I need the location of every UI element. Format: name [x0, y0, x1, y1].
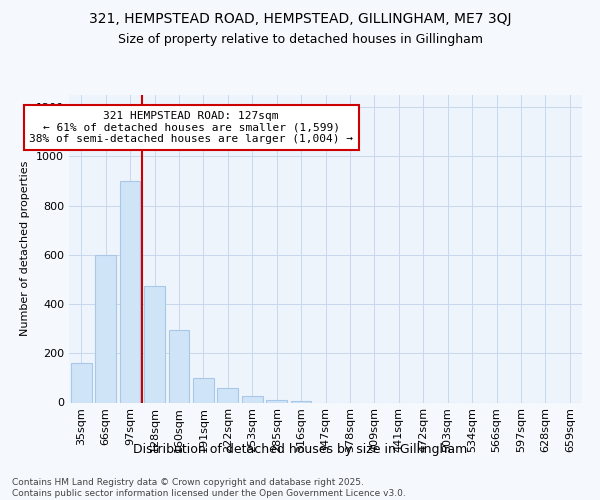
Text: Size of property relative to detached houses in Gillingham: Size of property relative to detached ho…: [118, 32, 482, 46]
Bar: [144, 286, 165, 403]
Bar: [71, 363, 92, 403]
Text: 321, HEMPSTEAD ROAD, HEMPSTEAD, GILLINGHAM, ME7 3QJ: 321, HEMPSTEAD ROAD, HEMPSTEAD, GILLINGH…: [89, 12, 511, 26]
Bar: [266, 400, 287, 402]
Bar: [119, 181, 140, 402]
Bar: [95, 255, 116, 402]
Bar: [193, 378, 214, 402]
Bar: [169, 330, 190, 402]
Text: Distribution of detached houses by size in Gillingham: Distribution of detached houses by size …: [133, 442, 467, 456]
Bar: [242, 396, 263, 402]
Text: Contains HM Land Registry data © Crown copyright and database right 2025.
Contai: Contains HM Land Registry data © Crown c…: [12, 478, 406, 498]
Y-axis label: Number of detached properties: Number of detached properties: [20, 161, 31, 336]
Text: 321 HEMPSTEAD ROAD: 127sqm
← 61% of detached houses are smaller (1,599)
38% of s: 321 HEMPSTEAD ROAD: 127sqm ← 61% of deta…: [29, 111, 353, 144]
Bar: [217, 388, 238, 402]
